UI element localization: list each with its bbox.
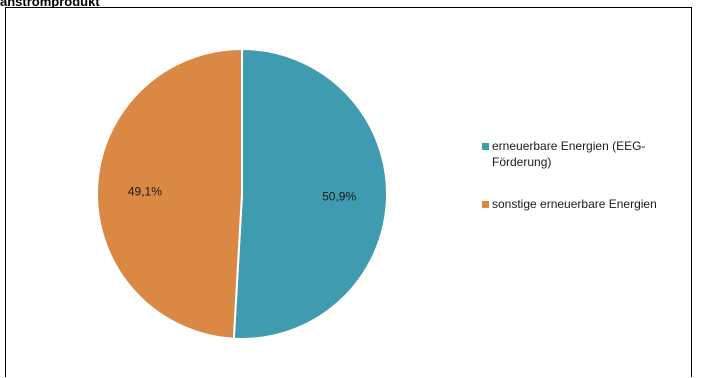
legend-swatch-eeg: [482, 143, 489, 150]
slice-eeg: [232, 47, 389, 340]
chart-title-partial: anstromprodukt: [0, 0, 100, 9]
legend: erneuerbare Energien (EEG-Förderung) son…: [482, 138, 692, 238]
legend-label-sonstige: sonstige erneuerbare Energien: [492, 197, 657, 211]
legend-label-eeg: erneuerbare Energien (EEG-Förderung): [492, 139, 646, 169]
slice-label-eeg: 50,9%: [322, 190, 356, 204]
legend-item-eeg: erneuerbare Energien (EEG-Förderung): [482, 138, 692, 170]
legend-swatch-sonstige: [482, 201, 489, 208]
pie-chart: 50,9% 49,1%: [96, 47, 389, 340]
chart-frame: 50,9% 49,1% erneuerbare Energien (EEG-För…: [5, 7, 692, 377]
slice-sonstige: [96, 47, 243, 340]
legend-item-sonstige: sonstige erneuerbare Energien: [482, 196, 692, 212]
slice-label-sonstige: 49,1%: [128, 184, 162, 198]
